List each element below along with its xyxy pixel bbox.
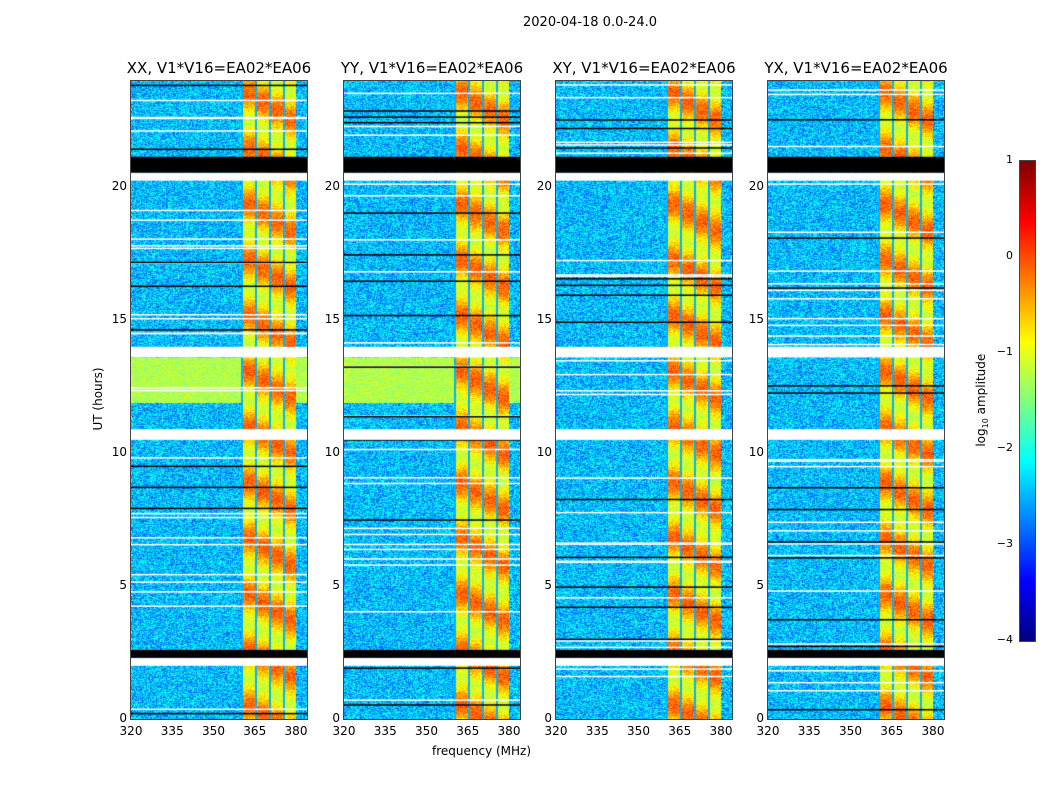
colorbar-tick-label: −3: [996, 537, 1013, 550]
figure-title: 2020-04-18 0.0-24.0: [523, 15, 657, 30]
panel-title: XX, V1*V16=EA02*EA06: [126, 59, 312, 77]
x-tick-label: 335: [585, 724, 609, 738]
x-tick-label: 365: [668, 724, 692, 738]
y-tick-label: 10: [748, 445, 764, 460]
y-tick-label: 15: [324, 312, 340, 327]
x-axis-label: frequency (MHz): [432, 744, 532, 758]
x-tick-label: 335: [160, 724, 184, 738]
y-tick-label: 20: [748, 179, 764, 194]
x-tick-label: 320: [756, 724, 780, 738]
colorbar-tick-label: 1: [1006, 153, 1013, 166]
panel-title: YX, V1*V16=EA02*EA06: [764, 59, 948, 77]
y-tick-label: 10: [324, 445, 340, 460]
x-tick-label: 380: [284, 724, 308, 738]
x-tick-label: 320: [119, 724, 143, 738]
panel-title: YY, V1*V16=EA02*EA06: [340, 59, 524, 77]
spectrogram-panel: [767, 80, 945, 720]
y-tick-label: 0: [332, 711, 340, 725]
y-tick-label: 0: [119, 711, 127, 725]
y-tick-label: 5: [544, 578, 552, 593]
y-tick-label: 5: [119, 578, 127, 593]
x-tick-label: 350: [627, 724, 650, 738]
x-tick-label: 320: [544, 724, 568, 738]
y-tick-label: 0: [544, 711, 552, 725]
y-axis-label: UT (hours): [91, 367, 105, 431]
x-tick-label: 365: [880, 724, 904, 738]
y-tick-label: 5: [756, 578, 764, 593]
colorbar-tick-label: −4: [996, 633, 1013, 646]
x-tick-label: 350: [839, 724, 862, 738]
y-tick-label: 10: [536, 445, 552, 460]
x-tick-label: 380: [497, 724, 521, 738]
x-tick-label: 380: [921, 724, 945, 738]
y-tick-label: 10: [111, 445, 127, 460]
y-tick-label: 15: [748, 312, 764, 327]
x-tick-label: 365: [456, 724, 480, 738]
x-tick-label: 350: [202, 724, 225, 738]
y-tick-label: 0: [756, 711, 764, 725]
colorbar-tick-label: 0: [1006, 249, 1013, 262]
y-tick-label: 20: [111, 179, 127, 194]
y-tick-label: 5: [332, 578, 340, 593]
y-tick-label: 15: [111, 312, 127, 327]
spectrogram-panel: [343, 80, 521, 720]
x-tick-label: 365: [243, 724, 267, 738]
colorbar: [1019, 160, 1036, 642]
spectrogram-panel: [130, 80, 308, 720]
y-tick-label: 15: [536, 312, 552, 327]
colorbar-tick-label: −1: [996, 345, 1013, 358]
y-tick-label: 20: [324, 179, 340, 194]
panel-title: XY, V1*V16=EA02*EA06: [552, 59, 736, 77]
y-tick-label: 20: [536, 179, 552, 194]
x-tick-label: 320: [332, 724, 356, 738]
spectrogram-panel: [555, 80, 733, 720]
colorbar-tick-label: −2: [996, 441, 1013, 454]
x-tick-label: 350: [415, 724, 438, 738]
x-tick-label: 335: [373, 724, 397, 738]
x-tick-label: 380: [709, 724, 733, 738]
x-tick-label: 335: [797, 724, 821, 738]
